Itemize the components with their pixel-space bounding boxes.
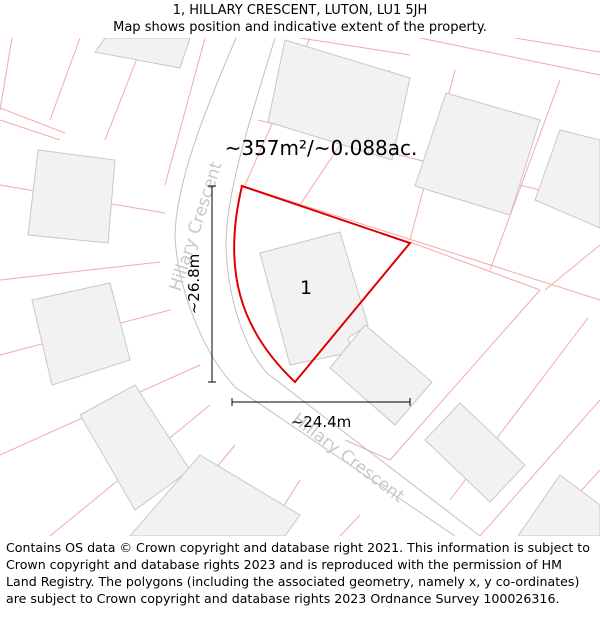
copyright-notice: Contains OS data © Crown copyright and d…	[6, 540, 590, 606]
height-label: ~26.8m	[185, 254, 203, 315]
road-edges	[174, 38, 481, 536]
property-boundary[interactable]	[233, 184, 412, 384]
map-subtitle: Map shows position and indicative extent…	[113, 20, 487, 35]
map-view[interactable]: Hillary Crescent Hillary Crescent 1 ~357…	[0, 38, 600, 536]
map-header: 1, HILLARY CRESCENT, LUTON, LU1 5JH Map …	[0, 0, 600, 36]
property-address-title: 1, HILLARY CRESCENT, LUTON, LU1 5JH	[172, 3, 428, 18]
area-label: ~357m²/~0.088ac.	[225, 136, 418, 160]
buildings	[27, 38, 600, 536]
width-label: ~24.4m	[291, 413, 352, 431]
plot-number: 1	[300, 277, 312, 299]
height-dimension	[208, 185, 216, 383]
map-canvas: Hillary Crescent Hillary Crescent 1 ~357…	[0, 38, 600, 536]
width-dimension	[231, 398, 411, 406]
